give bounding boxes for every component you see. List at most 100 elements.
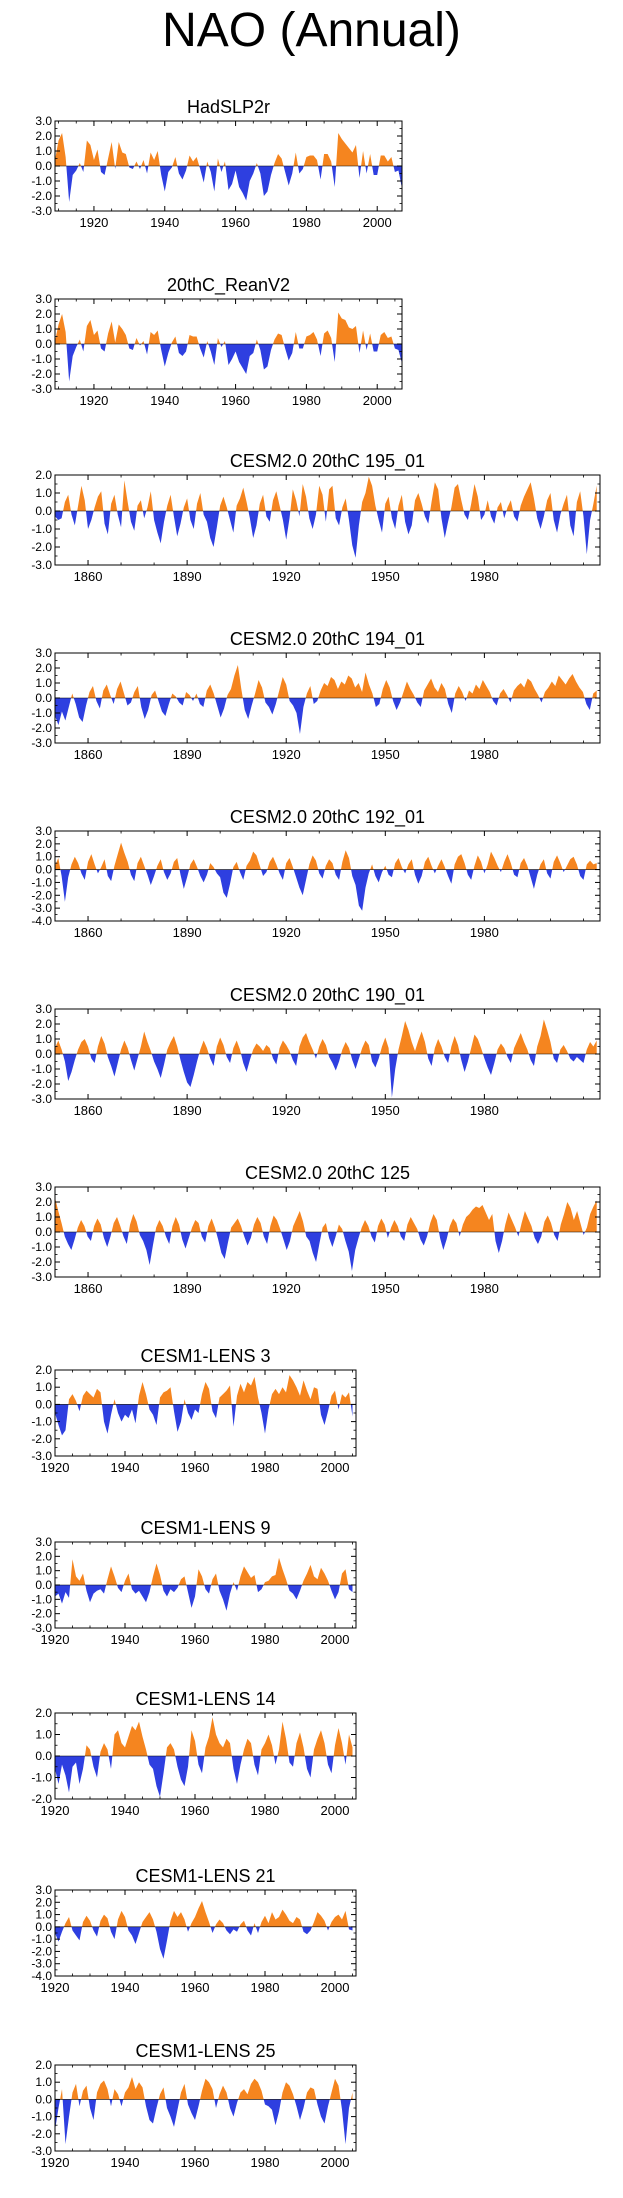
y-tick-label: -2.0 xyxy=(31,721,52,735)
x-tick-label: 1940 xyxy=(111,1803,140,1818)
x-tick-label: 1960 xyxy=(181,1803,210,1818)
x-tick-label: 1940 xyxy=(150,393,179,408)
y-tick-label: 1.0 xyxy=(35,1564,52,1578)
y-tick-label: 3.0 xyxy=(35,292,52,306)
panel-title: CESM2.0 20thC 125 xyxy=(245,1163,410,1183)
y-tick-label: -2.0 xyxy=(31,1432,52,1446)
x-tick-label: 1860 xyxy=(74,747,103,762)
y-tick-label: 0.0 xyxy=(35,1047,52,1061)
y-tick-label: -3.0 xyxy=(31,2144,52,2158)
x-tick-label: 2000 xyxy=(321,1803,350,1818)
panel-title: CESM1-LENS 9 xyxy=(140,1518,270,1538)
nao-fill-group xyxy=(55,1197,600,1271)
y-tick-label: 0.0 xyxy=(35,2092,52,2106)
x-tick-label: 1920 xyxy=(79,215,108,230)
y-tick-label: -3.0 xyxy=(31,736,52,750)
x-tick-label: 1980 xyxy=(251,1803,280,1818)
positive-area xyxy=(60,2077,353,2100)
nao-panel: 3.02.01.00.0-1.0-2.0-3.0 1860 1890 1920 1950… xyxy=(31,629,601,762)
negative-area xyxy=(55,1926,353,1959)
x-tick-label: 1950 xyxy=(371,1281,400,1296)
positive-area xyxy=(71,665,597,698)
y-tick-label: -1.0 xyxy=(31,522,52,536)
panel-title: CESM2.0 20thC 190_01 xyxy=(230,985,425,1006)
x-tick-label: 1980 xyxy=(470,747,499,762)
positive-area xyxy=(64,1901,349,1927)
x-tick-label: 1980 xyxy=(470,569,499,584)
x-tick-label: 2000 xyxy=(321,1632,350,1647)
y-tick-label: 3.0 xyxy=(35,114,52,128)
negative-area xyxy=(60,869,586,911)
y-tick-label: 3.0 xyxy=(35,1535,52,1549)
y-tick-label: -2.0 xyxy=(31,1944,52,1958)
y-tick-label: -1.0 xyxy=(31,2110,52,2124)
x-tick-label: 1940 xyxy=(150,215,179,230)
nao-panel: 3.02.01.00.0-1.0-2.0-3.0-4.0 1860 1890 1920… xyxy=(31,807,601,940)
plot-frame xyxy=(54,2064,357,2152)
x-tick-label: 1980 xyxy=(292,393,321,408)
y-tick-label: 2.0 xyxy=(35,1195,52,1209)
y-tick-label: -1.0 xyxy=(31,875,52,889)
plot-frame xyxy=(54,474,601,566)
y-tick-label: 1.0 xyxy=(35,1728,52,1742)
nao-fill-group xyxy=(55,133,402,202)
positive-area xyxy=(63,476,597,511)
nao-fill-group xyxy=(55,476,600,558)
y-tick-label: 0.0 xyxy=(35,1920,52,1934)
panel-title: CESM1-LENS 21 xyxy=(135,1866,275,1886)
y-tick-label: 0.0 xyxy=(35,863,52,877)
panel-title: CESM1-LENS 25 xyxy=(135,2041,275,2061)
positive-area xyxy=(68,1375,351,1405)
y-tick-label: -2.0 xyxy=(31,2127,52,2141)
x-tick-label: 1890 xyxy=(173,747,202,762)
positive-area xyxy=(55,1197,597,1232)
x-tick-label: 1890 xyxy=(173,1281,202,1296)
y-tick-label: 1.0 xyxy=(35,1380,52,1394)
panel-title: 20thC_ReanV2 xyxy=(167,275,290,296)
x-tick-label: 1980 xyxy=(251,2155,280,2170)
panel-title: CESM2.0 20thC 195_01 xyxy=(230,451,425,472)
negative-area xyxy=(66,166,402,202)
x-tick-label: 1920 xyxy=(41,1460,70,1475)
y-tick-label: -1.0 xyxy=(31,352,52,366)
negative-area xyxy=(63,1232,585,1271)
y-tick-label: -2.0 xyxy=(31,888,52,902)
nao-fill-group xyxy=(55,1557,356,1611)
negative-area xyxy=(55,1404,353,1436)
x-tick-label: 1980 xyxy=(470,1281,499,1296)
y-tick-label: -1.0 xyxy=(31,1592,52,1606)
positive-area xyxy=(55,312,394,344)
y-tick-label: -2.0 xyxy=(31,367,52,381)
y-tick-label: 2.0 xyxy=(35,307,52,321)
y-tick-label: 2.0 xyxy=(35,1895,52,1909)
x-tick-label: 1920 xyxy=(272,1281,301,1296)
nao-fill-group xyxy=(55,1019,600,1098)
nao-fill-group xyxy=(55,842,600,911)
positive-area xyxy=(84,1717,353,1756)
y-tick-label: -1.0 xyxy=(31,1062,52,1076)
y-tick-label: 1.0 xyxy=(35,322,52,336)
y-tick-label: -2.0 xyxy=(31,1077,52,1091)
nao-fill-group xyxy=(55,1375,356,1436)
x-tick-label: 2000 xyxy=(363,393,392,408)
x-tick-label: 1920 xyxy=(272,747,301,762)
x-tick-label: 1980 xyxy=(251,1460,280,1475)
y-tick-label: 0.0 xyxy=(35,1578,52,1592)
negative-area xyxy=(55,511,592,558)
plot-frame xyxy=(54,1889,357,1977)
y-tick-label: 0.0 xyxy=(35,691,52,705)
y-tick-label: -3.0 xyxy=(31,1957,52,1971)
x-tick-label: 1860 xyxy=(74,569,103,584)
y-tick-label: -1.0 xyxy=(31,174,52,188)
y-tick-label: 1.0 xyxy=(35,676,52,690)
panel-title: CESM1-LENS 14 xyxy=(135,1689,275,1709)
y-tick-label: 1.0 xyxy=(35,1210,52,1224)
x-tick-label: 1890 xyxy=(173,569,202,584)
y-tick-label: 0.0 xyxy=(35,159,52,173)
panel-title: CESM2.0 20thC 192_01 xyxy=(230,807,425,828)
x-tick-label: 1860 xyxy=(74,1103,103,1118)
